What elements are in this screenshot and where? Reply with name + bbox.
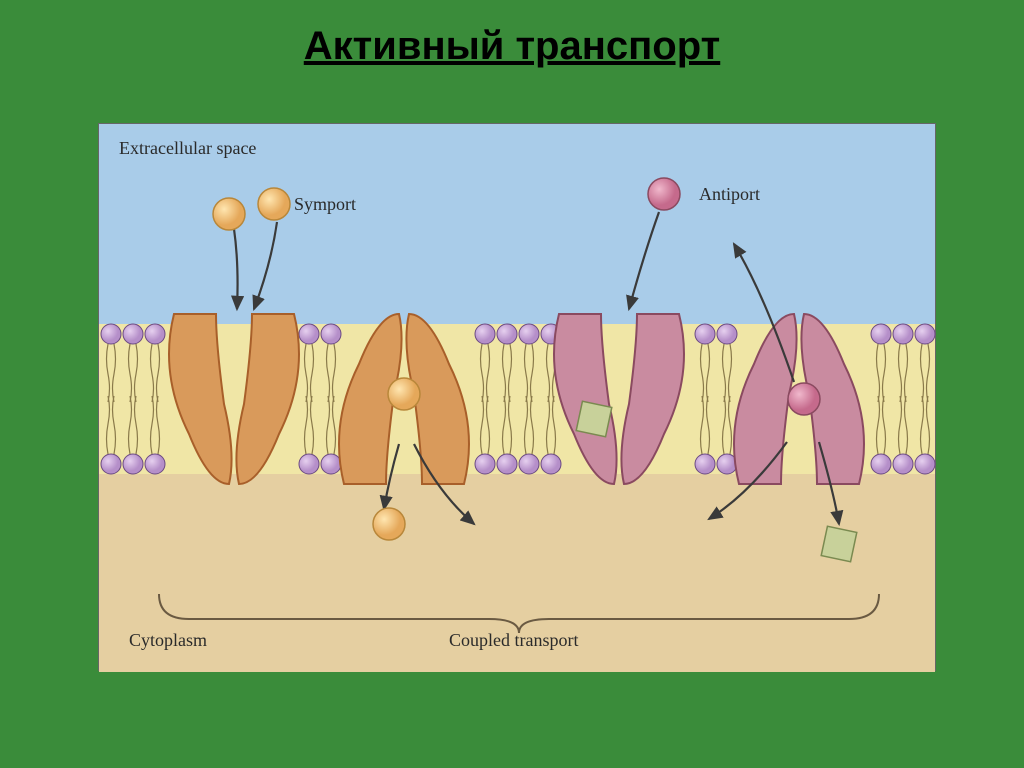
membrane-diagram: Extracellular space Symport Antiport Cyt… (98, 123, 936, 671)
diagram-svg (99, 124, 937, 672)
coupled-brace (159, 594, 879, 633)
page-title: Активный транспорт (0, 24, 1024, 69)
transport-proteins (169, 314, 864, 484)
